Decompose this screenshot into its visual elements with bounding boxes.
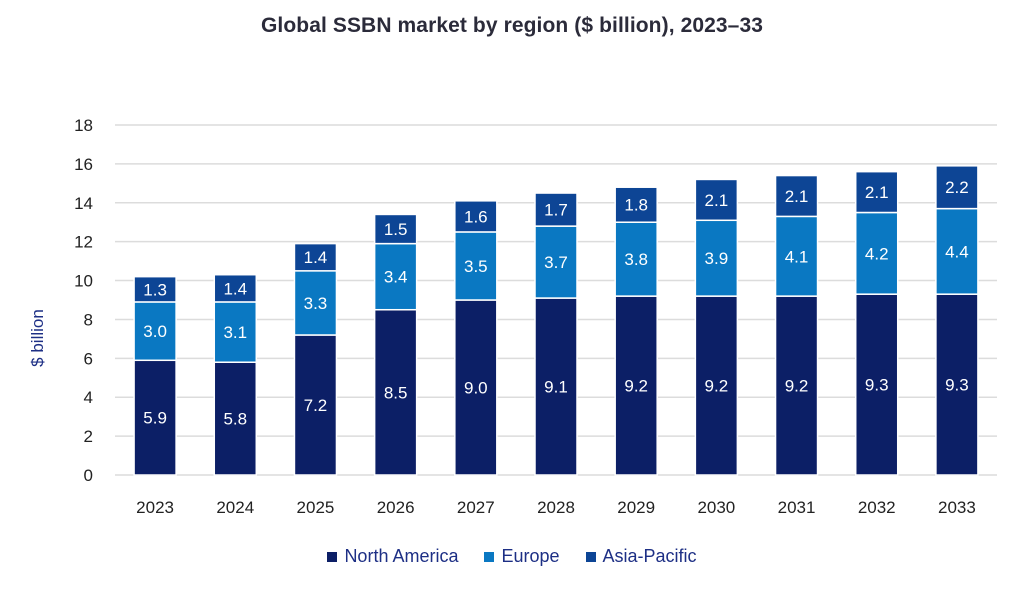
data-label: 1.3 [143, 280, 167, 299]
y-tick-label: 4 [84, 388, 93, 407]
legend-swatch [585, 551, 596, 562]
bar-asia-pacific-2023 [133, 275, 177, 303]
x-tick-label: 2032 [858, 498, 896, 517]
y-tick-label: 6 [84, 349, 93, 368]
chart-title: Global SSBN market by region ($ billion)… [260, 14, 764, 37]
x-tick-label: 2028 [537, 498, 575, 517]
y-tick-label: 2 [84, 427, 93, 446]
data-label: 3.8 [624, 250, 648, 269]
y-tick-label: 12 [74, 233, 93, 252]
x-tick-label: 2027 [457, 498, 495, 517]
data-label: 5.8 [223, 410, 247, 429]
data-label: 1.7 [544, 201, 568, 220]
data-label: 9.1 [544, 378, 568, 397]
y-axis-label: $ billion [28, 309, 47, 367]
bar-europe-2028 [534, 225, 578, 299]
y-tick-label: 14 [74, 194, 93, 213]
data-label: 2.1 [705, 191, 729, 210]
x-tick-label: 2026 [377, 498, 415, 517]
data-labels: 5.9 3.0 1.3 5.8 3.1 1.4 7.2 3.3 1.4 8.5 3.4 1.5 9.0 3… [143, 178, 968, 428]
data-label: 3.0 [143, 322, 167, 341]
y-axis-ticks: 0 2 4 6 8 10 12 14 16 18 [74, 116, 93, 485]
data-label: 5.9 [143, 409, 167, 428]
bar-north-america-2028 [534, 297, 578, 476]
y-tick-label: 8 [84, 310, 93, 329]
x-tick-label: 2030 [697, 498, 735, 517]
x-tick-label: 2023 [136, 498, 174, 517]
x-tick-label: 2029 [617, 498, 655, 517]
bar-europe-2032 [854, 211, 899, 295]
data-label: 1.6 [464, 207, 488, 226]
bar-north-america-2024 [213, 361, 258, 476]
bar-asia-pacific-2027 [454, 200, 498, 233]
data-label: 9.3 [945, 376, 969, 395]
bar-north-america-2027 [454, 299, 498, 476]
data-label: 3.4 [384, 268, 408, 287]
data-label: 9.2 [785, 377, 809, 396]
bar-north-america-2030 [694, 295, 739, 476]
bar-europe-2031 [774, 215, 819, 297]
data-label: 7.2 [304, 396, 328, 415]
data-label: 3.1 [223, 323, 247, 342]
data-label: 9.0 [464, 379, 488, 398]
bars [133, 165, 979, 476]
data-label: 4.4 [945, 242, 969, 261]
bar-europe-2023 [133, 301, 177, 362]
bar-north-america-2023 [133, 359, 177, 476]
bar-asia-pacific-2031 [774, 174, 819, 218]
data-label: 3.9 [705, 249, 729, 268]
bar-asia-pacific-2025 [293, 242, 338, 272]
legend-swatch [327, 551, 338, 562]
x-tick-label: 2025 [297, 498, 335, 517]
bar-north-america-2026 [373, 308, 418, 476]
data-label: 2.1 [865, 183, 889, 202]
bar-asia-pacific-2024 [213, 273, 258, 303]
legend-item-north-america: North America [327, 546, 458, 567]
x-axis-ticks: 2023 2024 2025 2026 2027 2028 2029 2030 2031 2032… [136, 498, 976, 517]
y-tick-label: 10 [74, 272, 93, 291]
x-tick-label: 2024 [216, 498, 254, 517]
bar-north-america-2033 [935, 293, 979, 476]
bar-europe-2029 [614, 221, 658, 297]
legend-label: North America [344, 546, 459, 566]
legend-item-europe: Europe [484, 546, 560, 567]
bar-europe-2024 [213, 301, 258, 363]
x-tick-label: 2033 [938, 498, 976, 517]
bar-asia-pacific-2026 [373, 213, 418, 245]
data-label: 3.7 [544, 253, 568, 272]
legend-item-asia-pacific: Asia-Pacific [585, 546, 697, 567]
y-tick-label: 16 [74, 155, 93, 174]
data-label: 3.5 [464, 257, 488, 276]
data-label: 1.8 [624, 196, 648, 215]
data-label: 2.1 [785, 187, 809, 206]
data-label: 4.2 [865, 244, 889, 263]
legend-swatch [484, 551, 495, 562]
data-label: 2.2 [945, 178, 969, 197]
data-label: 1.4 [304, 248, 328, 267]
data-label: 8.5 [384, 383, 408, 402]
data-label: 9.2 [705, 377, 729, 396]
data-label: 4.1 [785, 247, 809, 266]
bar-asia-pacific-2029 [614, 186, 658, 223]
bar-europe-2027 [454, 231, 498, 301]
bar-asia-pacific-2030 [694, 178, 739, 222]
legend-label: Asia-Pacific [602, 546, 697, 566]
bar-north-america-2025 [293, 334, 338, 476]
bar-europe-2033 [935, 207, 979, 295]
legend-label: Europe [501, 546, 560, 566]
data-label: 1.5 [384, 220, 408, 239]
data-label: 1.4 [223, 279, 247, 298]
x-tick-label: 2031 [778, 498, 816, 517]
bar-asia-pacific-2032 [854, 170, 899, 214]
bar-asia-pacific-2033 [935, 165, 979, 210]
data-label: 3.3 [304, 294, 328, 313]
data-label: 9.2 [624, 377, 648, 396]
bar-asia-pacific-2028 [534, 192, 578, 227]
bar-europe-2026 [373, 242, 418, 311]
y-tick-label: 18 [74, 116, 93, 135]
legend: North America Europe Asia-Pacific [0, 546, 1024, 567]
y-tick-label: 0 [84, 466, 93, 485]
data-label: 9.3 [865, 376, 889, 395]
